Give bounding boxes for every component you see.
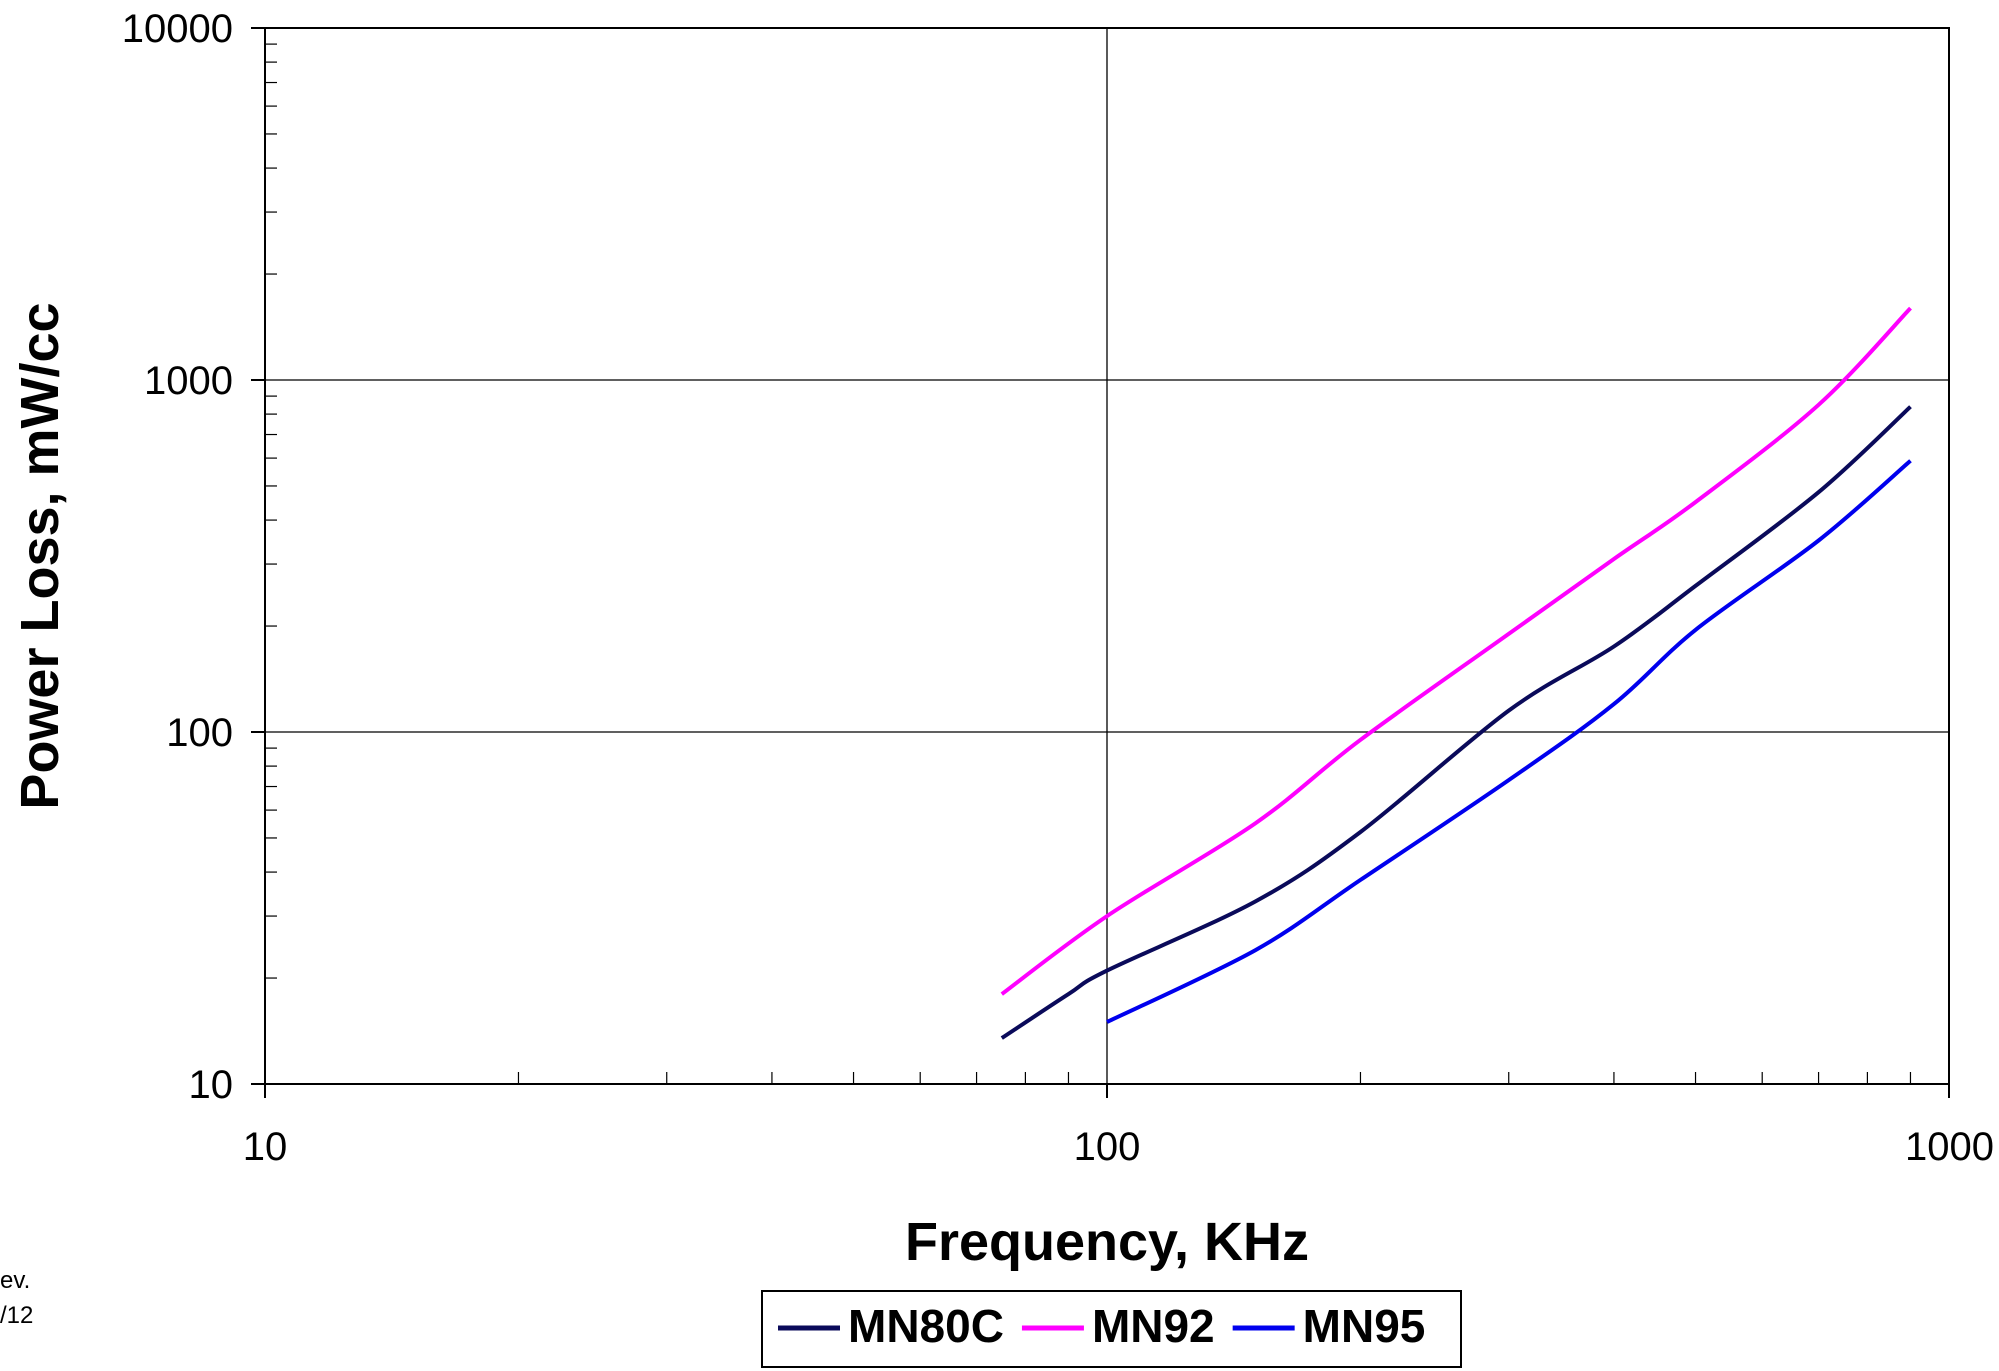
x-axis-title: Frequency, KHz — [905, 1212, 1309, 1272]
series-line-mn92 — [1000, 306, 1912, 996]
x-tick-label: 1000 — [1905, 1125, 1994, 1169]
series-line-mn95 — [1106, 459, 1912, 1024]
legend-box — [761, 1290, 1462, 1368]
legend-label-mn80c: MN80C — [848, 1300, 1004, 1352]
y-tick-label: 10000 — [122, 7, 233, 51]
plot-frame — [264, 27, 1950, 1085]
legend-label-mn92: MN92 — [1092, 1300, 1215, 1352]
minor-ticks — [251, 27, 1950, 1098]
series-lines — [1000, 306, 1912, 1040]
y-tick-label: 1000 — [144, 359, 233, 403]
grid-lines — [265, 28, 1949, 1084]
series-line-mn80c — [1000, 405, 1912, 1040]
legend-label-mn95: MN95 — [1303, 1300, 1426, 1352]
x-tick-label: 10 — [243, 1125, 288, 1169]
side-note-line-1: ev. — [0, 1267, 30, 1294]
y-tick-label: 10 — [189, 1063, 234, 1107]
y-axis-title: Power Loss, mW/cc — [10, 302, 70, 809]
x-tick-label: 100 — [1074, 1125, 1141, 1169]
legend-items: MN80C MN92 MN95 — [778, 1300, 1425, 1352]
side-note-line-2: /12 — [0, 1302, 33, 1329]
y-tick-label: 100 — [166, 711, 233, 755]
legend: MN80C MN92 MN95 — [761, 1290, 1462, 1368]
tick-labels: 10 100 1000 10000 10 100 1000 — [122, 7, 1994, 1169]
